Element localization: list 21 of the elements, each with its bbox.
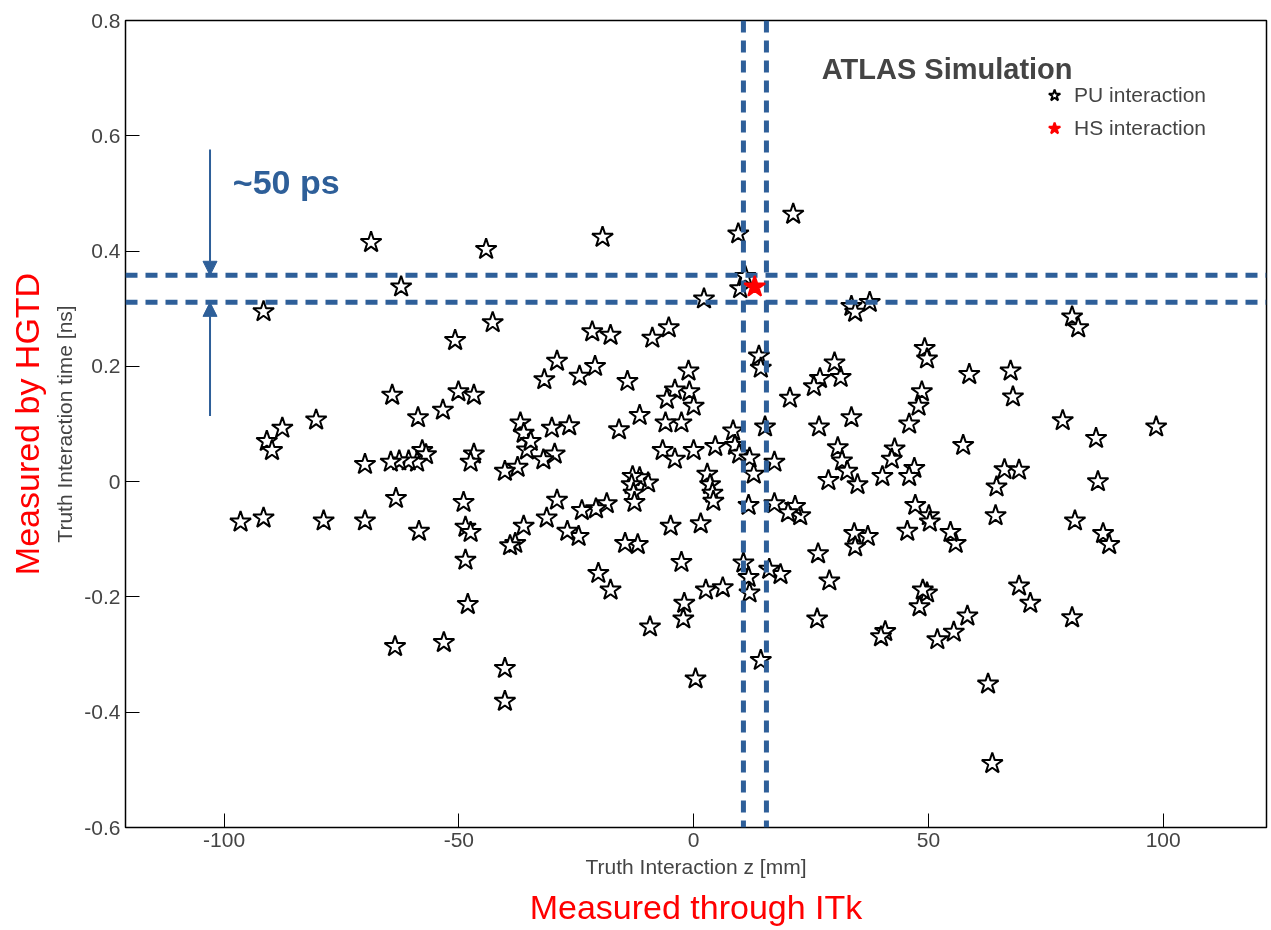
y-tick-label: 0.4 bbox=[91, 239, 121, 263]
y-tick-label: -0.6 bbox=[84, 815, 121, 839]
x-tick-label: 100 bbox=[1145, 827, 1181, 851]
x-tick-label: 0 bbox=[687, 827, 700, 851]
legend-label: PU interaction bbox=[1074, 83, 1206, 107]
annotation: ~50 ps bbox=[232, 162, 340, 201]
text: Measured through ITk bbox=[529, 887, 864, 926]
x-tick-label: 50 bbox=[916, 827, 941, 851]
x-tick-label: -50 bbox=[443, 827, 475, 851]
y-tick-label: 0.6 bbox=[91, 123, 121, 147]
y-tick-label: 0.2 bbox=[91, 354, 121, 378]
annotation: ATLAS Simulation bbox=[821, 52, 1073, 85]
x-axis-title: Truth Interaction z [mm] bbox=[585, 854, 807, 878]
legend-label: HS interaction bbox=[1074, 116, 1206, 140]
text: Measured by HGTD bbox=[7, 272, 46, 576]
x-tick-label: -100 bbox=[203, 827, 246, 851]
y-axis-title: Truth Interaction time [ns] bbox=[53, 305, 77, 543]
y-tick-label: -0.4 bbox=[84, 700, 121, 724]
y-tick-label: 0.8 bbox=[91, 8, 121, 32]
y-tick-label: -0.2 bbox=[84, 584, 121, 608]
y-tick-label: 0 bbox=[108, 469, 121, 493]
